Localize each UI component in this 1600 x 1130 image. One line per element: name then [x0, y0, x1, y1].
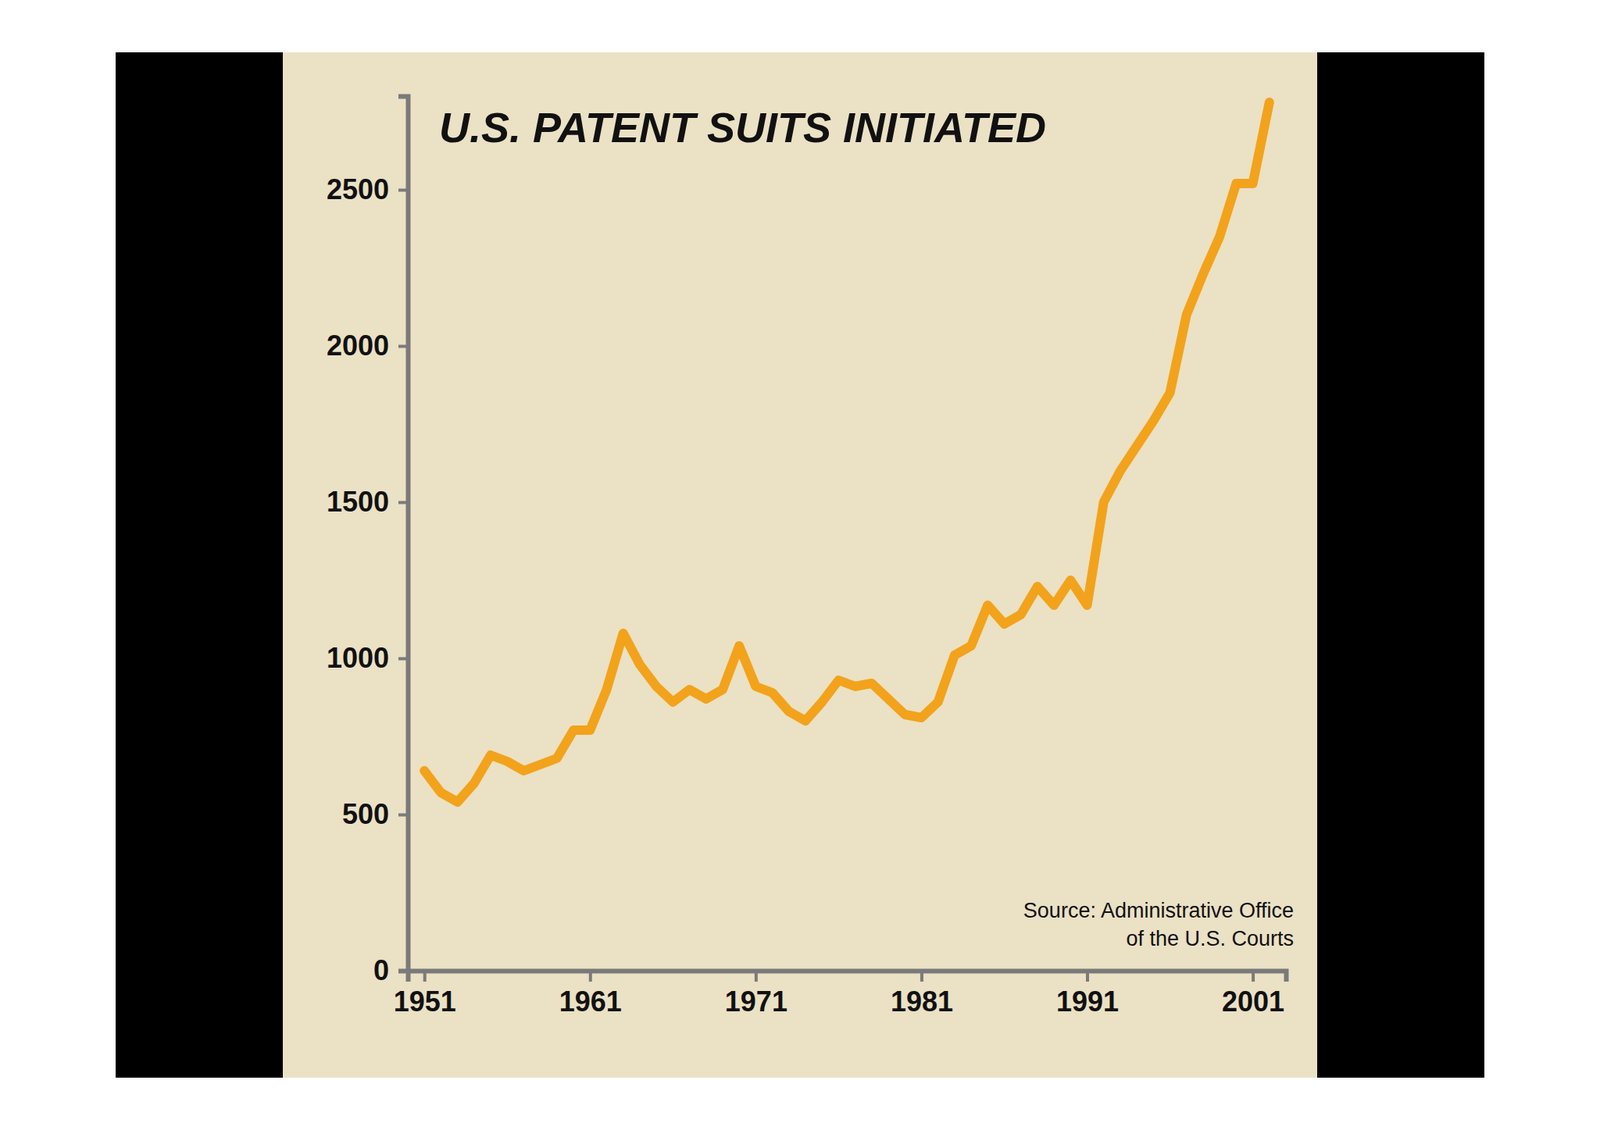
- y-tick-mark: [398, 657, 408, 661]
- x-tick-label: 1971: [725, 985, 788, 1018]
- y-tick: 0: [373, 954, 408, 987]
- y-tick-label: 1000: [326, 642, 390, 675]
- y-tick-mark: [398, 189, 408, 193]
- x-tick-label: 1951: [393, 985, 457, 1018]
- x-tick-mark: [423, 971, 427, 983]
- x-tick: 1981: [890, 971, 954, 1018]
- y-tick: 500: [342, 798, 408, 831]
- y-tick: 2500: [326, 173, 408, 206]
- y-tick-label: 2000: [326, 329, 390, 362]
- x-tick: 2001: [1221, 971, 1285, 1018]
- y-axis-line: [398, 96, 409, 972]
- x-tick-label: 2001: [1221, 985, 1285, 1018]
- y-axis: 0 500 1000 1500 2000 2500: [326, 96, 409, 988]
- x-tick-label: 1991: [1056, 985, 1119, 1018]
- y-tick-label: 2500: [326, 173, 390, 206]
- y-tick-mark: [398, 501, 408, 505]
- x-tick-mark: [1251, 971, 1255, 983]
- y-tick: 1000: [326, 642, 408, 675]
- frame: [115, 52, 1485, 1079]
- x-tick: 1951: [393, 971, 457, 1018]
- x-tick-label: 1961: [559, 985, 622, 1018]
- y-tick: 2000: [326, 329, 408, 362]
- x-tick-label: 1981: [890, 985, 954, 1018]
- x-tick: 1971: [725, 971, 788, 1018]
- x-tick: 1961: [559, 971, 622, 1018]
- y-tick-mark: [398, 814, 408, 818]
- panel: [282, 52, 1318, 1079]
- data-line: [424, 102, 1270, 803]
- x-tick-mark: [1085, 971, 1090, 983]
- y-tick: 1500: [326, 485, 408, 518]
- source-note: of the U.S. Courts: [1125, 927, 1294, 951]
- y-tick-label: 1500: [326, 485, 390, 518]
- y-tick-mark: [398, 345, 408, 349]
- y-tick-label: 500: [342, 798, 390, 831]
- source-note: Source: Administrative Office: [1023, 899, 1294, 923]
- x-tick-mark: [920, 971, 924, 983]
- x-tick-mark: [754, 971, 758, 983]
- x-tick: 1991: [1056, 971, 1119, 1018]
- y-tick-label: 0: [373, 954, 390, 987]
- title: U.S. PATENT SUITS INITIATED: [439, 103, 1047, 151]
- chart: 0 500 1000 1500 2000 2500 1951 1961 1971 1981 1991…: [0, 0, 1600, 1130]
- x-axis: 1951 1961 1971 1981 1991 2001: [393, 971, 1287, 1018]
- x-tick-mark: [589, 971, 593, 983]
- x-axis-line: [408, 971, 1287, 983]
- plot-area: [424, 102, 1270, 803]
